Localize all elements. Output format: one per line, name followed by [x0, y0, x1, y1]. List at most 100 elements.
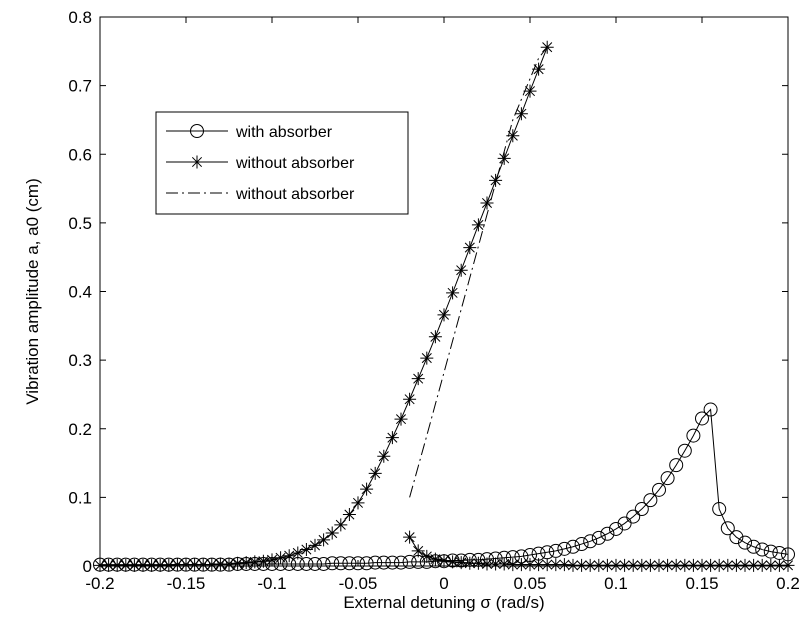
- data-point: [231, 556, 245, 570]
- x-tick-label: 0.2: [776, 574, 800, 593]
- data-point: [506, 129, 520, 143]
- data-point: [763, 544, 778, 559]
- legend-label: without absorber: [235, 155, 355, 172]
- series-line: [409, 46, 548, 498]
- data-point: [557, 558, 571, 572]
- data-point: [265, 553, 279, 567]
- data-point: [643, 558, 657, 572]
- data-point: [170, 558, 184, 572]
- data-point: [368, 466, 382, 480]
- data-point: [136, 558, 150, 572]
- data-point: [437, 308, 451, 322]
- data-point: [695, 411, 709, 426]
- data-point: [394, 412, 408, 426]
- data-point: [686, 558, 700, 572]
- data-point: [661, 558, 675, 572]
- data-point: [695, 558, 709, 572]
- data-point: [489, 173, 503, 187]
- data-point: [566, 558, 580, 572]
- legend-label: with absorber: [235, 124, 333, 141]
- data-point: [325, 556, 340, 571]
- y-tick-label: 0.3: [68, 351, 92, 370]
- data-point: [463, 556, 477, 570]
- data-point: [359, 556, 374, 571]
- series-layer: [93, 40, 795, 572]
- data-point: [652, 558, 666, 572]
- data-point: [402, 554, 417, 569]
- series-4: [409, 46, 548, 498]
- data-point: [600, 526, 615, 541]
- data-point: [523, 84, 537, 98]
- data-point: [532, 558, 546, 572]
- data-point: [592, 558, 606, 572]
- data-point: [721, 558, 735, 572]
- data-point: [145, 558, 159, 572]
- data-point: [669, 458, 684, 473]
- data-point: [394, 555, 408, 570]
- data-point: [747, 558, 761, 572]
- data-point: [325, 526, 339, 540]
- data-point: [291, 546, 305, 560]
- data-point: [626, 558, 640, 572]
- data-point: [368, 555, 383, 570]
- legend-entry: with absorber: [166, 124, 333, 141]
- data-point: [617, 516, 632, 531]
- x-tick-label: 0.15: [685, 574, 718, 593]
- data-point: [385, 555, 400, 570]
- y-tick-label: 0.8: [68, 8, 92, 27]
- y-tick-label: 0.1: [68, 488, 92, 507]
- data-point: [428, 552, 442, 566]
- data-point: [196, 558, 210, 572]
- x-tick-label: -0.2: [85, 574, 114, 593]
- data-point: [308, 556, 322, 571]
- data-point: [102, 558, 116, 572]
- data-point: [626, 509, 641, 524]
- data-point: [454, 263, 468, 277]
- data-point: [583, 558, 597, 572]
- legend-entry: without absorber: [166, 155, 355, 172]
- data-point: [127, 558, 141, 572]
- data-point: [643, 493, 658, 508]
- data-point: [213, 557, 227, 571]
- data-point: [437, 554, 451, 568]
- y-tick-label: 0: [83, 557, 92, 576]
- legend-label: without absorber: [235, 186, 355, 203]
- data-point: [738, 558, 752, 572]
- data-point: [446, 555, 460, 569]
- data-point: [523, 558, 537, 572]
- y-tick-label: 0.5: [68, 214, 92, 233]
- data-point: [274, 551, 288, 565]
- data-point: [316, 556, 331, 571]
- data-point: [463, 241, 477, 255]
- data-point: [591, 530, 606, 545]
- data-point: [162, 558, 176, 572]
- data-point: [712, 502, 727, 517]
- data-point: [703, 402, 718, 417]
- data-point: [446, 286, 460, 300]
- data-point: [712, 558, 726, 572]
- data-point: [299, 543, 313, 557]
- data-point: [222, 557, 236, 571]
- data-point: [403, 530, 417, 544]
- data-point: [360, 482, 374, 496]
- data-point: [566, 539, 580, 554]
- data-point: [549, 558, 563, 572]
- legend-marker: [190, 155, 204, 169]
- data-point: [678, 558, 692, 572]
- data-point: [557, 541, 572, 556]
- data-point: [480, 557, 494, 571]
- data-point: [574, 537, 589, 552]
- data-point: [489, 557, 503, 571]
- data-point: [471, 218, 485, 232]
- data-point: [351, 496, 365, 510]
- x-tick-label: -0.15: [167, 574, 206, 593]
- data-point: [342, 556, 357, 571]
- data-point: [188, 558, 202, 572]
- data-point: [618, 558, 632, 572]
- data-point: [600, 558, 614, 572]
- data-point: [609, 558, 623, 572]
- series-2: [93, 40, 554, 572]
- data-point: [514, 107, 528, 121]
- data-point: [738, 535, 752, 550]
